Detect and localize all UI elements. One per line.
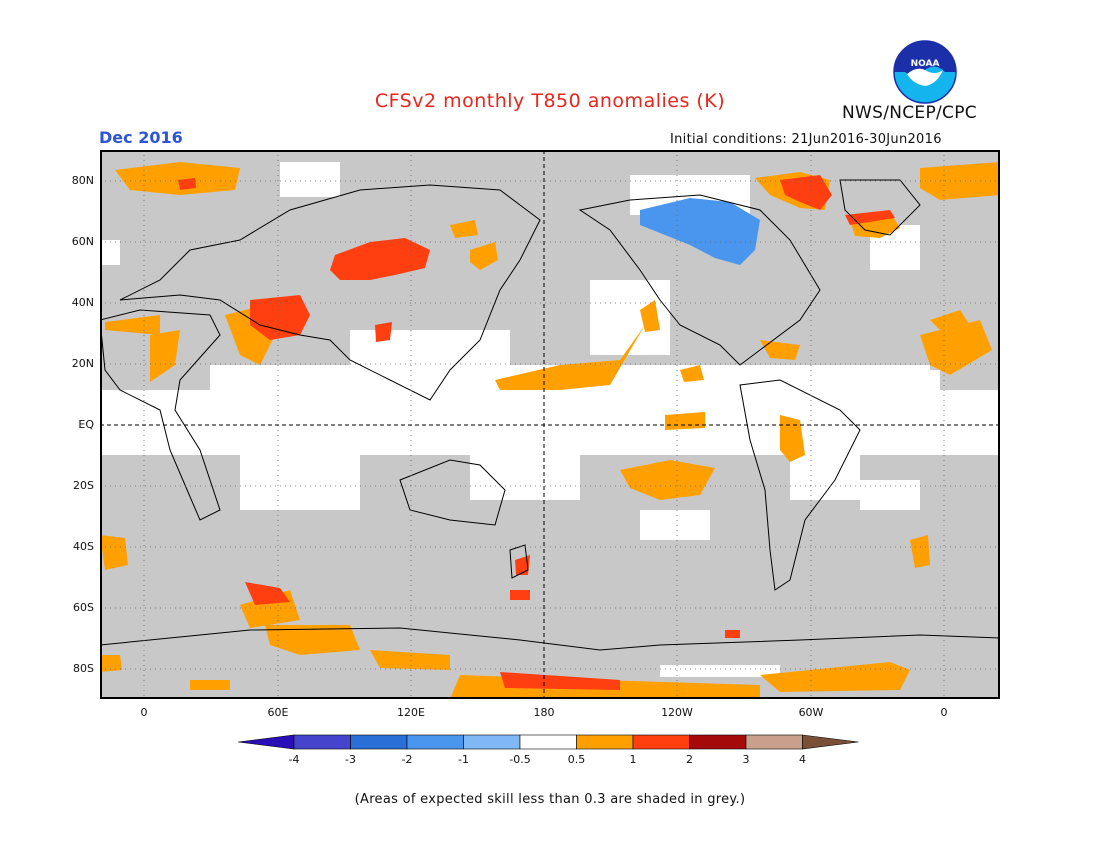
color-bar-right-arrow <box>802 734 859 750</box>
color-bar-segment <box>350 734 408 750</box>
color-bar-segment <box>689 734 747 750</box>
lat-label-80n: 80N <box>71 174 94 187</box>
color-bar-tick-label: 0.5 <box>568 753 586 766</box>
color-bar-tick-label: -3 <box>345 753 356 766</box>
color-bar-labels: -4 -3 -2 -1 -0.5 0.5 1 2 3 4 <box>289 753 806 766</box>
south-america-outline <box>739 379 861 591</box>
color-bar-tick-label: -0.5 <box>509 753 530 766</box>
color-bar-segment <box>632 734 690 750</box>
reference-lines <box>100 150 1000 699</box>
color-bar-segment <box>519 734 577 750</box>
antarctica-outline <box>100 627 1000 651</box>
lat-label-40s: 40S <box>73 540 94 553</box>
lon-label-60e: 60E <box>267 706 289 719</box>
anomaly-map <box>100 150 1000 699</box>
africa-outline <box>100 309 221 521</box>
color-bar-tick-label: -4 <box>289 753 300 766</box>
map-frame <box>100 150 1000 699</box>
color-bar: -4 -3 -2 -1 -0.5 0.5 1 2 3 4 <box>238 734 859 766</box>
color-bar-segment <box>745 734 803 750</box>
lon-label-120e: 120E <box>397 706 425 719</box>
north-america-outline <box>578 194 821 366</box>
color-bar-tick-label: 3 <box>743 753 750 766</box>
color-bar-tick-label: -1 <box>458 753 469 766</box>
color-bar-tick-label: 2 <box>686 753 693 766</box>
color-bar-segment <box>463 734 521 750</box>
greenland-outline <box>839 179 921 236</box>
logo-text: NOAA <box>911 59 940 69</box>
color-bar-tick-label: 1 <box>630 753 637 766</box>
noaa-logo: NOAA <box>893 40 957 104</box>
color-bar-segment <box>406 734 464 750</box>
lat-label-40n: 40N <box>71 296 94 309</box>
color-bar-tick-label: -2 <box>402 753 413 766</box>
australia-outline <box>399 459 506 526</box>
color-bar-segment <box>293 734 351 750</box>
lon-label-60w: 60W <box>798 706 824 719</box>
color-bar-left-arrow <box>238 734 295 750</box>
gridlines <box>100 150 1000 699</box>
agency-label: NWS/NCEP/CPC <box>842 103 977 123</box>
coastlines <box>100 179 1000 651</box>
strong-positive-anomaly-areas <box>178 175 895 690</box>
lat-label-20n: 20N <box>71 357 94 370</box>
lat-label-60s: 60S <box>73 601 94 614</box>
eurasia-outline <box>119 184 541 401</box>
lat-label-20s: 20S <box>73 479 94 492</box>
negative-anomaly-canada <box>640 198 760 265</box>
lat-label-60n: 60N <box>71 235 94 248</box>
lat-label-80s: 80S <box>73 662 94 675</box>
color-bar-segments <box>238 734 859 750</box>
initial-conditions: Initial conditions: 21Jun2016-30Jun2016 <box>670 132 942 147</box>
chart-title: CFSv2 monthly T850 anomalies (K) <box>374 90 726 112</box>
forecast-month: Dec 2016 <box>99 128 183 147</box>
lon-label-120w: 120W <box>661 706 693 719</box>
lon-label-0: 0 <box>140 706 148 719</box>
color-bar-tick-label: 4 <box>799 753 806 766</box>
lon-label-0-east: 0 <box>940 706 948 719</box>
lon-label-180: 180 <box>533 706 555 719</box>
lat-label-eq: EQ <box>78 418 94 431</box>
color-bar-segment <box>576 734 634 750</box>
skill-footnote: (Areas of expected skill less than 0.3 a… <box>354 792 746 807</box>
